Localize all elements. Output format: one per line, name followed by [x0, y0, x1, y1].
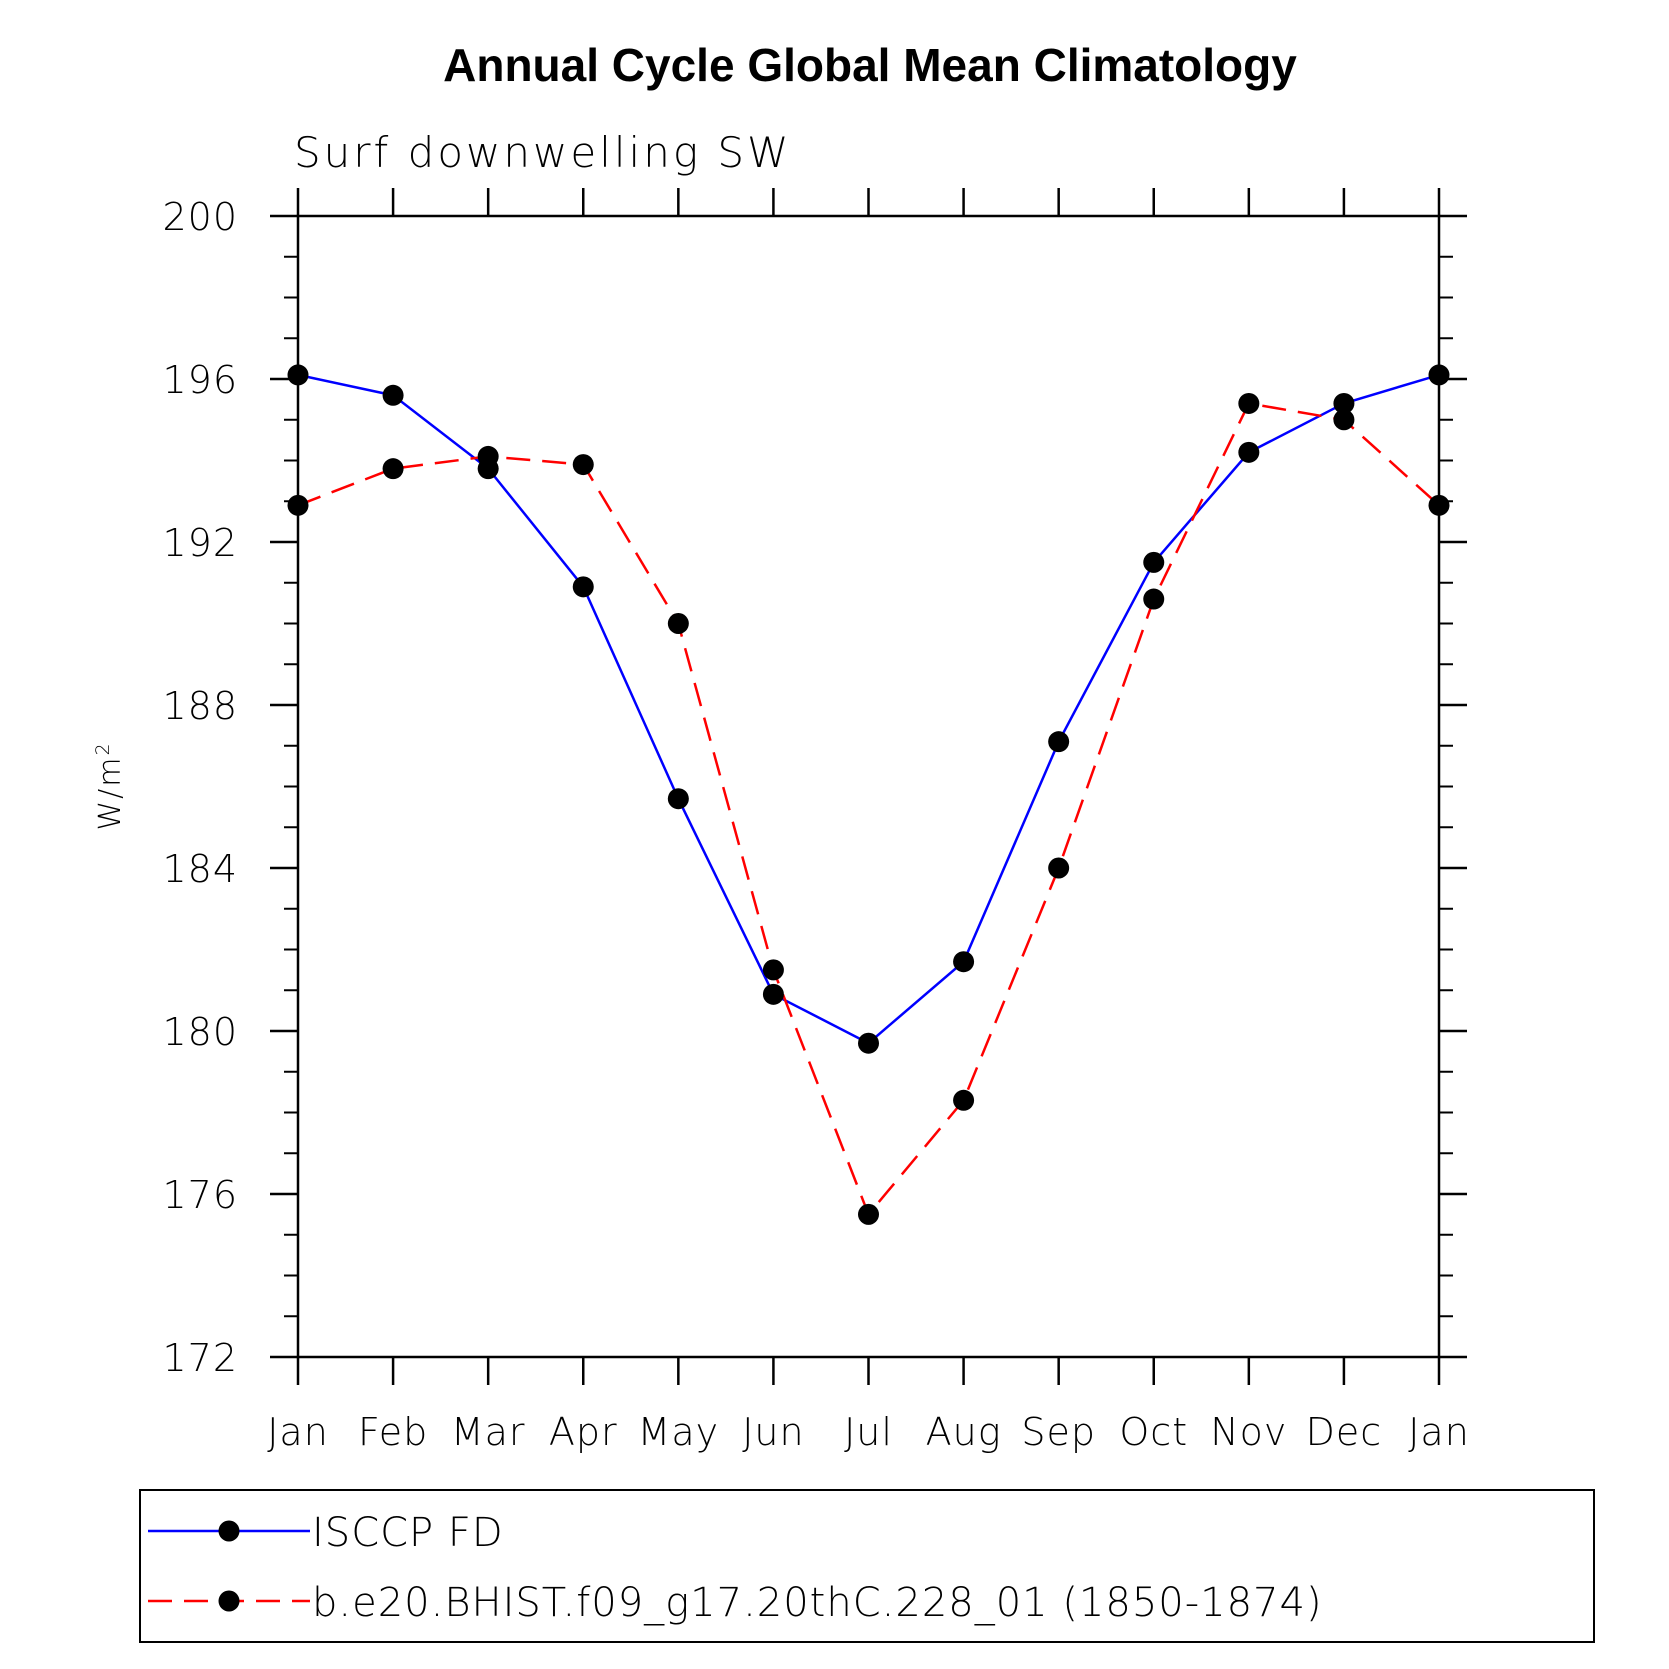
data-point-series-1 — [287, 364, 309, 386]
axis-ticks — [270, 188, 1467, 1385]
y-tick-label: 184 — [162, 847, 238, 891]
legend: ISCCP FD b.e20.BHIST.f09_g17.20thC.228_01… — [148, 1510, 1323, 1626]
x-tick-label: Aug — [926, 1410, 1002, 1454]
data-point-series-1 — [1048, 731, 1070, 753]
y-tick-label: 172 — [162, 1336, 238, 1380]
legend-box — [139, 1489, 1595, 1643]
chart-title: Annual Cycle Global Mean Climatology — [443, 39, 1297, 91]
x-tick-label: Sep — [1021, 1410, 1096, 1454]
y-axis-label-superscript: 2 — [92, 741, 114, 755]
data-point-series-1 — [953, 951, 975, 973]
x-tick-label: Apr — [549, 1410, 618, 1454]
data-point-series-2 — [1333, 409, 1355, 431]
data-point-series-2 — [477, 445, 499, 467]
data-point-series-2 — [858, 1203, 879, 1225]
data-point-series-2 — [1238, 392, 1260, 414]
y-axis-label-unit: W/m — [93, 756, 128, 831]
y-tick-label: 180 — [162, 1010, 238, 1054]
data-point-series-2 — [1428, 494, 1450, 516]
chart-subtitle: Surf downwelling SW — [294, 128, 792, 177]
x-tick-label: Oct — [1119, 1410, 1188, 1454]
legend-marker-series-1 — [218, 1520, 240, 1542]
y-tick-label: 196 — [162, 358, 238, 402]
series-markers — [287, 364, 1450, 1225]
data-point-series-2 — [667, 613, 689, 634]
legend-label-series-2: b.e20.BHIST.f09_g17.20thC.228_01 (1850-1… — [312, 1580, 1323, 1626]
data-point-series-2 — [953, 1089, 975, 1111]
data-point-series-2 — [1143, 588, 1165, 610]
x-tick-label: Jan — [267, 1410, 329, 1454]
legend-marker-series-2 — [218, 1590, 240, 1612]
x-axis-tick-labels: Jan Feb Mar Apr May Jun Jul Aug Sep Oct Nov Dec Jan — [267, 1410, 1470, 1454]
x-tick-label: Dec — [1306, 1410, 1383, 1454]
data-point-series-2 — [1048, 857, 1070, 879]
x-tick-label: Mar — [451, 1410, 526, 1454]
data-point-series-2 — [287, 494, 309, 516]
data-point-series-1 — [667, 788, 689, 810]
x-tick-label: Feb — [358, 1410, 428, 1454]
data-point-series-2 — [382, 458, 404, 480]
data-point-series-1 — [762, 983, 784, 1005]
data-point-series-1 — [1428, 364, 1450, 386]
x-tick-label: May — [638, 1410, 720, 1454]
plot-frame — [296, 214, 1441, 1359]
series-line-2 — [297, 402, 1440, 1217]
x-tick-label: Jun — [742, 1410, 804, 1454]
x-tick-label: Jan — [1408, 1410, 1470, 1454]
y-tick-label: 188 — [162, 684, 238, 728]
y-axis-label: W/m2 — [92, 741, 128, 830]
legend-label-series-1: ISCCP FD — [312, 1510, 504, 1556]
y-tick-label: 176 — [162, 1173, 238, 1217]
x-tick-label: Jul — [844, 1410, 893, 1454]
data-point-series-2 — [762, 959, 784, 981]
y-axis-tick-labels: 172 176 180 184 188 192 196 200 — [162, 195, 238, 1380]
data-point-series-1 — [382, 384, 404, 406]
data-point-series-1 — [1238, 441, 1260, 463]
series-line-1 — [297, 373, 1440, 1045]
data-point-series-1 — [1143, 551, 1165, 573]
y-tick-label: 200 — [162, 195, 238, 239]
data-point-series-1 — [1333, 392, 1355, 414]
data-point-series-2 — [572, 454, 594, 476]
x-tick-label: Nov — [1210, 1410, 1287, 1454]
data-point-series-1 — [572, 576, 594, 598]
series-lines — [297, 373, 1440, 1217]
y-tick-label: 192 — [162, 521, 238, 565]
data-point-series-1 — [858, 1032, 879, 1054]
